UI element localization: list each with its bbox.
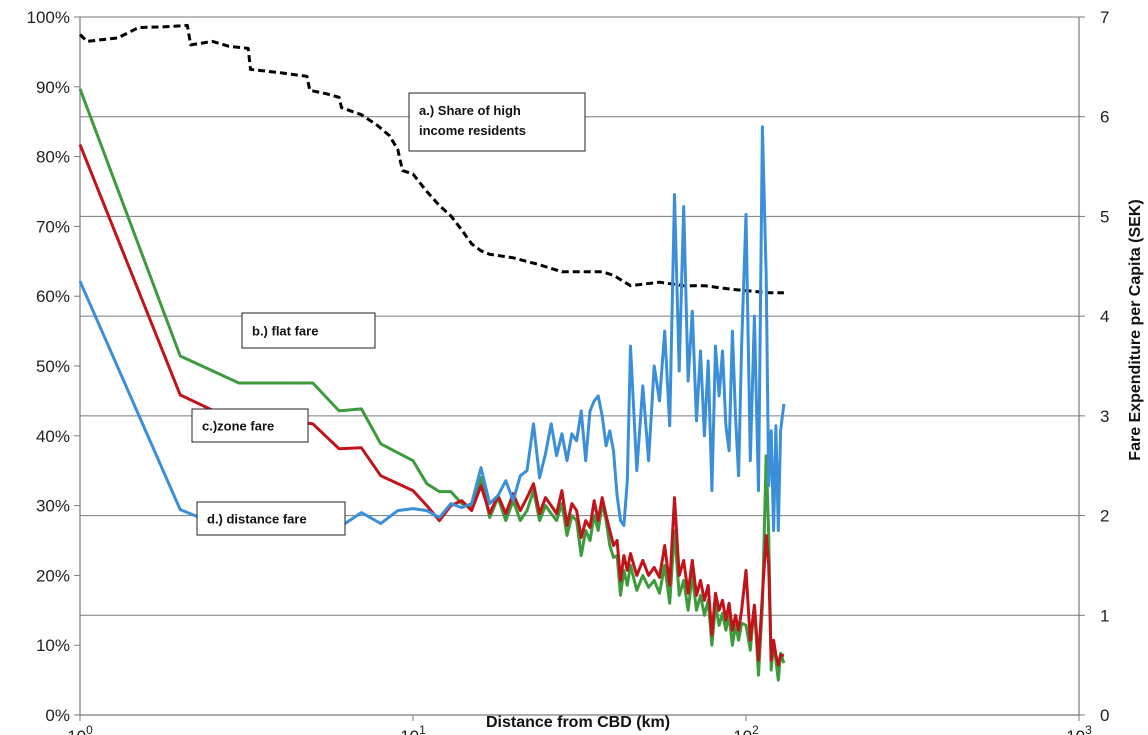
left-tick-label: 90% [36, 78, 70, 97]
x-tick-label: 102 [733, 723, 759, 735]
annotation-label-d: d.) distance fare [207, 512, 307, 527]
x-tick-exponent: 2 [752, 723, 759, 735]
annotations: a.) Share of high income residents b.) fla… [191, 92, 586, 536]
left-tick-label: 80% [36, 148, 70, 167]
x-tick-label: 103 [1066, 723, 1092, 735]
left-tick-label: 30% [36, 497, 70, 516]
series-line-b [78, 88, 786, 682]
left-tick-label: 40% [36, 427, 70, 446]
right-y-axis-title: Fare Expenditure per Capita (SEK) [1127, 199, 1144, 460]
left-tick-label: 10% [36, 636, 70, 655]
right-tick-label: 0 [1100, 706, 1109, 725]
x-tick-base: 10 [400, 727, 419, 735]
right-tick-label: 3 [1100, 407, 1109, 426]
x-tick-exponent: 3 [1085, 723, 1092, 735]
right-tick-label: 7 [1100, 8, 1109, 27]
series-line-d [78, 125, 786, 535]
right-tick-label: 1 [1100, 606, 1109, 625]
annotation-box-a [408, 92, 586, 152]
right-tick-label: 2 [1100, 507, 1109, 526]
x-tick-exponent: 0 [86, 723, 93, 735]
right-y-ticks: 0 1 2 3 4 5 6 7 [1079, 8, 1109, 725]
left-y-ticks: 0% 10% 20% 30% 40% 50% 60% 70% 80% 90% 100% [27, 8, 80, 725]
series-line-c [78, 144, 784, 667]
x-tick-exponent: 1 [419, 723, 426, 735]
x-tick-label: 100 [67, 723, 93, 735]
annotation-box-d [196, 501, 346, 536]
x-tick-base: 10 [67, 727, 86, 735]
left-tick-label: 20% [36, 566, 70, 585]
left-tick-label: 50% [36, 357, 70, 376]
left-tick-label: 0% [45, 706, 70, 725]
annotation-label-a: a.) Share of high [419, 103, 521, 118]
x-tick-base: 10 [1066, 727, 1085, 735]
x-ticks: 100101102103 [67, 715, 1092, 735]
left-tick-label: 70% [36, 217, 70, 236]
annotation-box-c [191, 408, 309, 443]
x-tick-base: 10 [733, 727, 752, 735]
annotation-label-a-line2: income residents [419, 123, 526, 138]
annotation-box-b [241, 312, 376, 349]
annotation-label-b: b.) flat fare [252, 324, 318, 339]
x-tick-label: 101 [400, 723, 426, 735]
series-line-a [78, 23, 784, 295]
left-tick-label: 60% [36, 287, 70, 306]
series-lines [78, 23, 786, 682]
x-axis-title: Distance from CBD (km) [486, 714, 670, 731]
right-tick-label: 5 [1100, 207, 1109, 226]
right-tick-label: 6 [1100, 108, 1109, 127]
right-tick-label: 4 [1100, 307, 1109, 326]
left-tick-label: 100% [27, 8, 70, 27]
annotation-label-c: c.)zone fare [202, 419, 274, 434]
